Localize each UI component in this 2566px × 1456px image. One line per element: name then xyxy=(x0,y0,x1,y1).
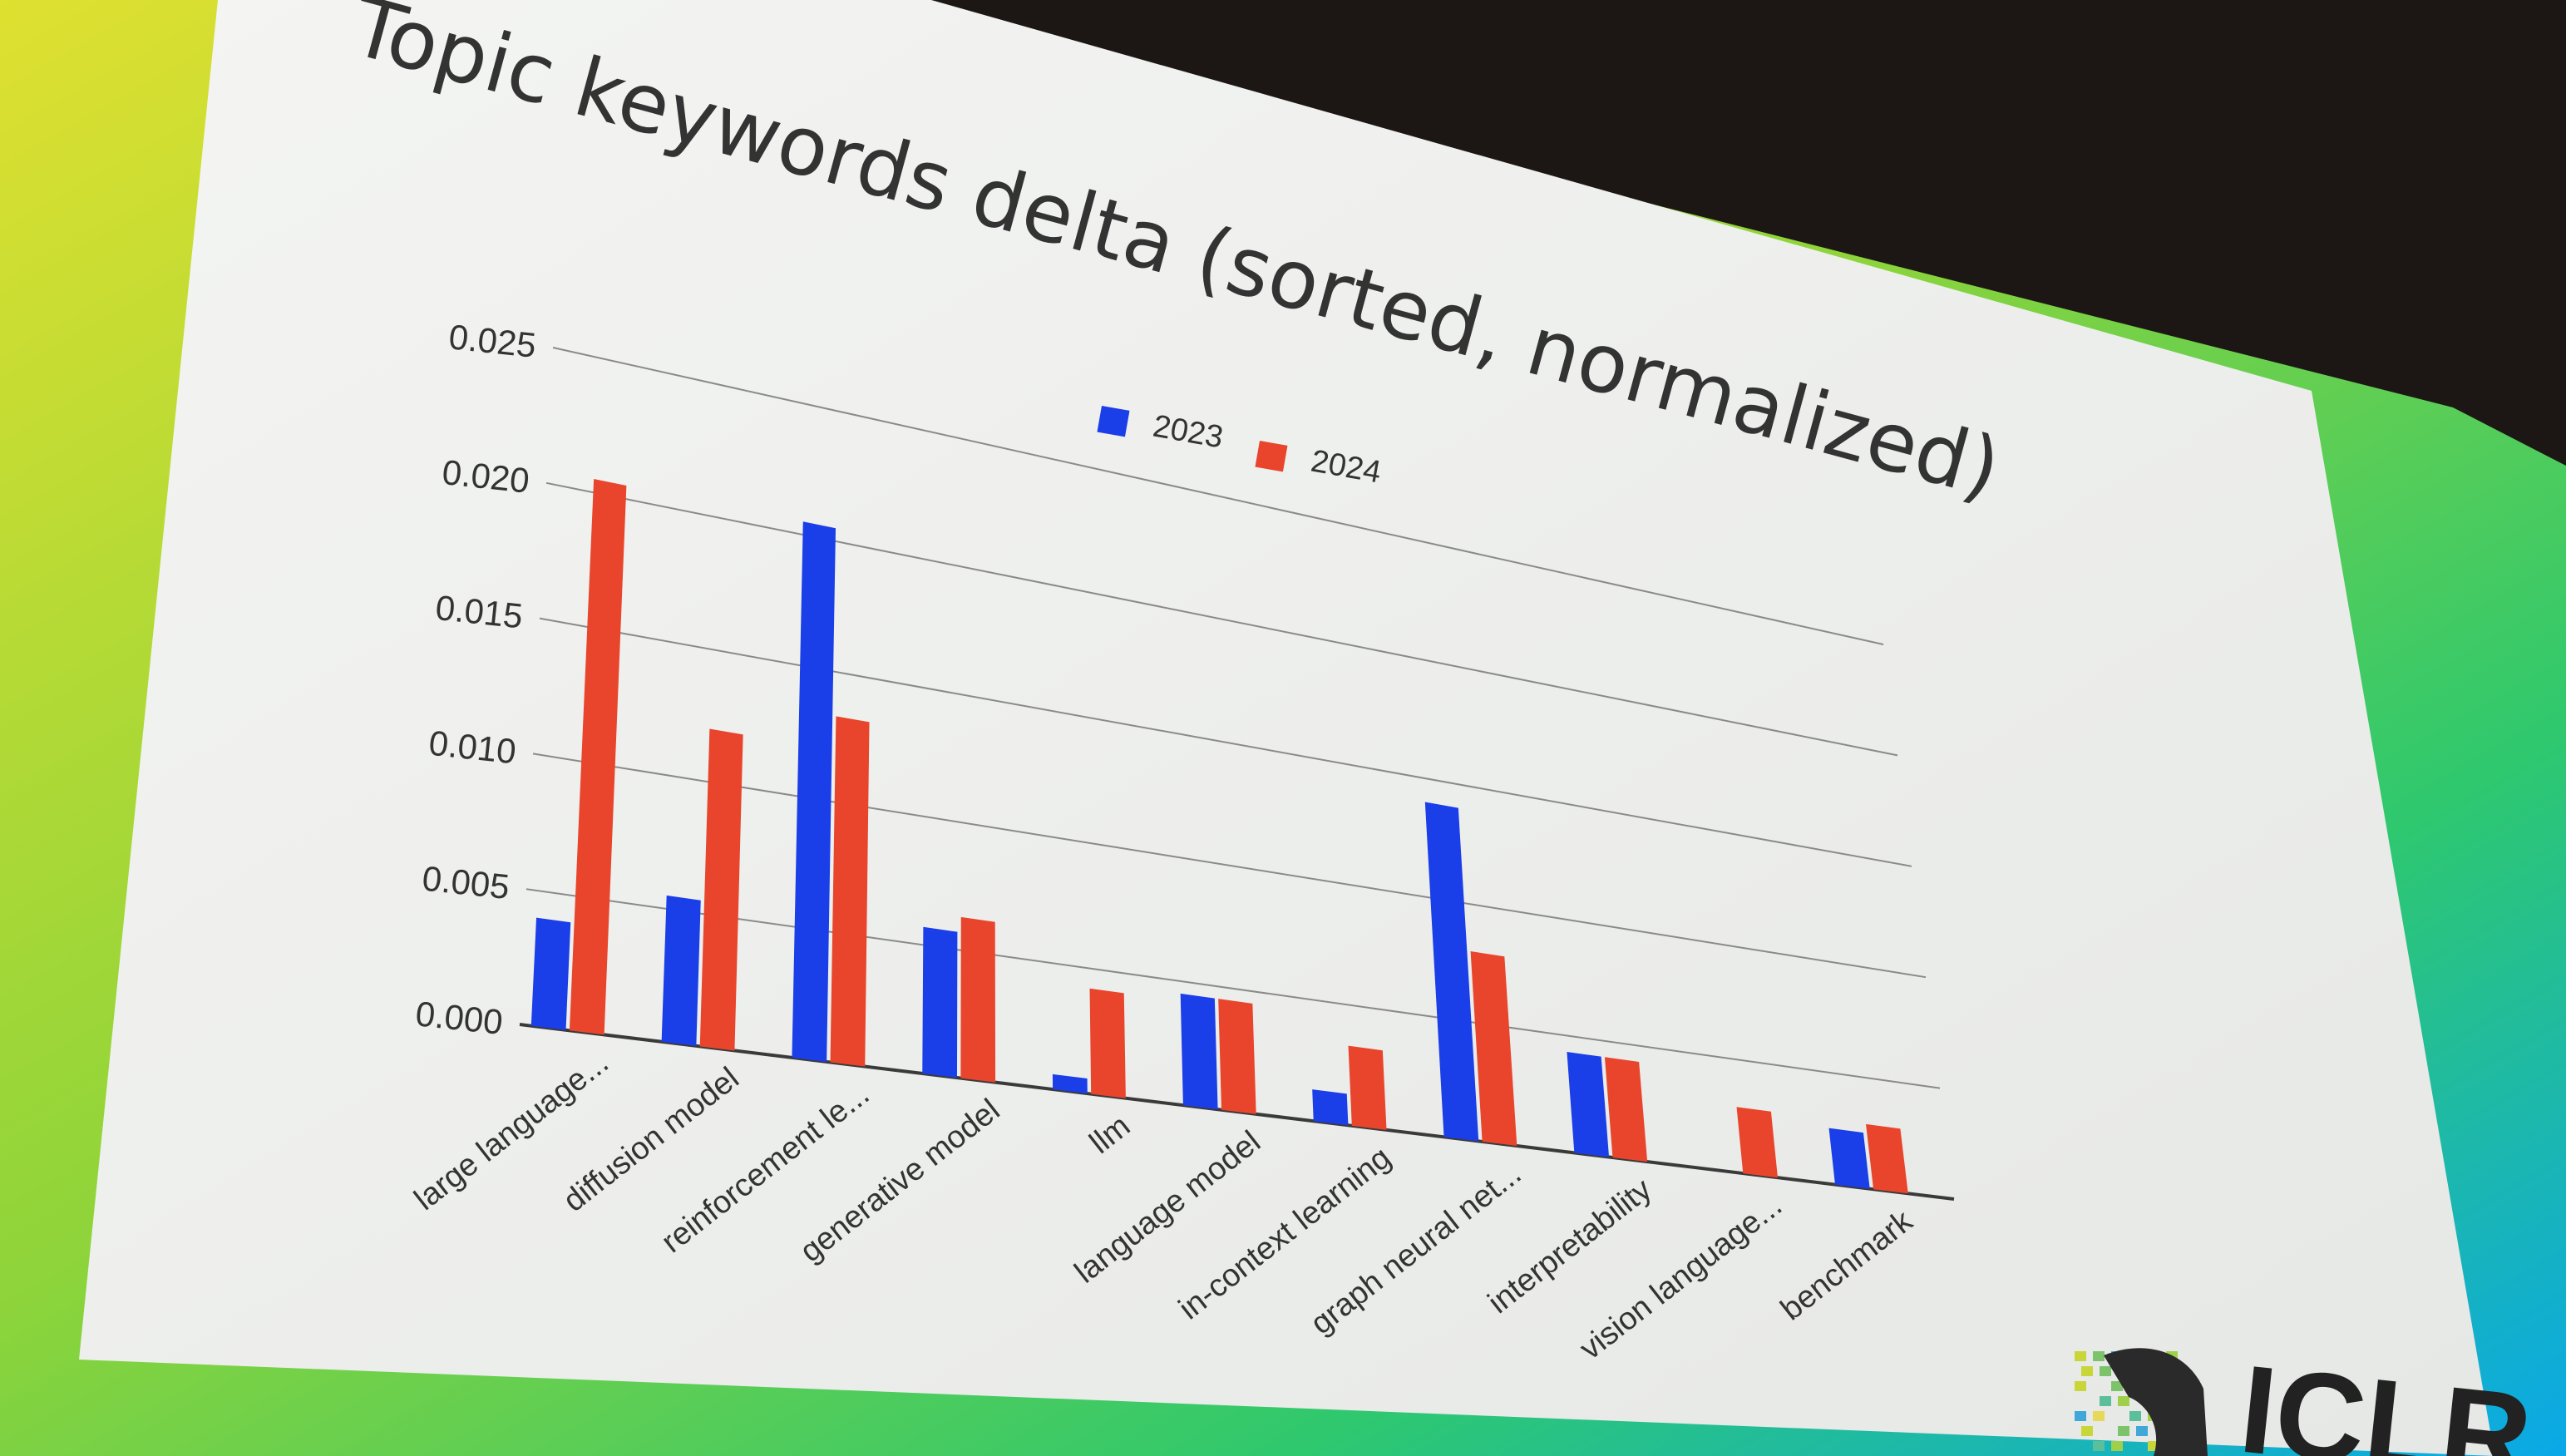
logo-mosaic-tile xyxy=(2100,1366,2111,1376)
y-tick-label: 0.000 xyxy=(414,994,505,1042)
gridline xyxy=(539,617,1912,867)
bar-2024 xyxy=(1736,1107,1778,1178)
y-tick-label: 0.010 xyxy=(427,723,518,772)
logo-mosaic-tile xyxy=(2093,1441,2105,1451)
y-tick-label: 0.020 xyxy=(441,452,531,501)
iclr-logo: ICLR xyxy=(2075,1339,2538,1456)
logo-mosaic-tile xyxy=(2111,1441,2123,1451)
logo-mosaic-tile xyxy=(2081,1366,2093,1376)
logo-mosaic-tile xyxy=(2136,1426,2148,1436)
logo-mosaic-tile xyxy=(2118,1396,2129,1406)
bar-2023 xyxy=(792,521,836,1062)
gridline xyxy=(545,481,1898,757)
logo-mosaic-tile xyxy=(2075,1381,2086,1391)
bar-2024 xyxy=(569,478,627,1035)
bar-2023 xyxy=(1312,1089,1349,1126)
logo-head-silhouette-icon xyxy=(2104,1348,2208,1456)
gridline xyxy=(532,753,1927,979)
gridline xyxy=(526,888,1941,1089)
bar-2024 xyxy=(1348,1045,1387,1130)
bar-2023 xyxy=(1180,993,1218,1110)
logo-mosaic-tile xyxy=(2100,1396,2111,1406)
y-tick-label: 0.005 xyxy=(421,858,511,906)
bar-2023 xyxy=(922,926,958,1078)
slide-panel xyxy=(79,0,2494,1456)
bar-2024 xyxy=(960,916,996,1083)
logo-mosaic-tile xyxy=(2075,1411,2086,1421)
logo-mosaic-tile xyxy=(2093,1351,2105,1361)
gridline xyxy=(552,347,1884,645)
logo-mosaic-tile xyxy=(2129,1411,2141,1421)
bar-2023 xyxy=(530,917,571,1030)
bar-2024 xyxy=(1218,999,1256,1114)
bar-2023 xyxy=(661,895,701,1046)
bar-2023 xyxy=(1828,1128,1870,1189)
legend-swatch-2023 xyxy=(1097,406,1130,437)
bar-2023 xyxy=(1424,802,1479,1142)
bar-2023 xyxy=(1052,1073,1088,1094)
bar-2024 xyxy=(1089,988,1126,1098)
bar-2023 xyxy=(1567,1051,1610,1157)
bar-2024 xyxy=(1470,951,1517,1147)
logo-mosaic-tile xyxy=(2111,1381,2123,1391)
bar-2024 xyxy=(699,728,743,1051)
y-tick-label: 0.025 xyxy=(447,317,538,365)
y-tick-label: 0.015 xyxy=(434,588,525,636)
logo-mosaic-tile xyxy=(2081,1426,2093,1436)
bar-2024 xyxy=(830,716,870,1067)
legend-swatch-2024 xyxy=(1255,440,1288,472)
logo-mosaic-tile xyxy=(2118,1426,2129,1436)
bar-2024 xyxy=(1866,1123,1908,1194)
logo-mosaic-tile xyxy=(2093,1411,2105,1421)
logo-mosaic-tile xyxy=(2075,1351,2086,1361)
bar-2024 xyxy=(1604,1057,1648,1162)
